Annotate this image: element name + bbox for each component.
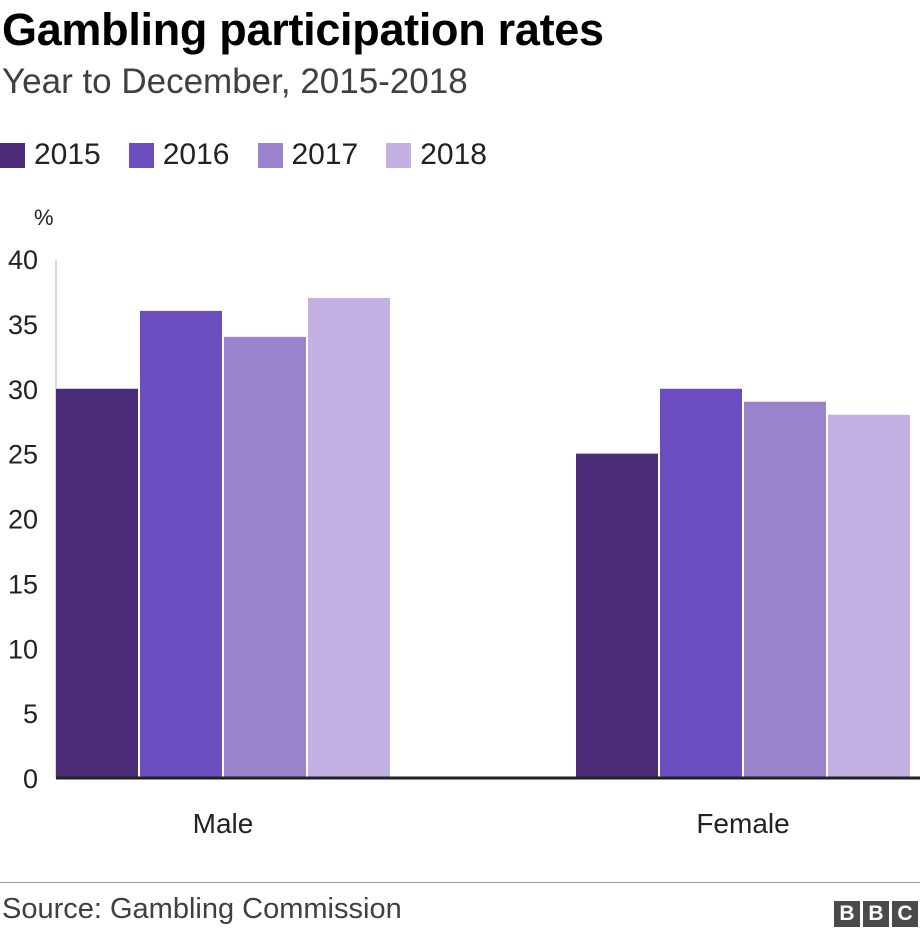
y-tick-label: 15 bbox=[8, 569, 38, 599]
y-tick-label: 30 bbox=[8, 375, 38, 405]
bar-female-2017 bbox=[744, 401, 826, 778]
legend-item-2015: 2015 bbox=[0, 138, 101, 172]
legend-label-2018: 2018 bbox=[420, 138, 487, 171]
y-tick-label: 40 bbox=[8, 245, 38, 275]
legend-swatch-2018 bbox=[386, 142, 412, 168]
y-tick-label: 25 bbox=[8, 440, 38, 470]
x-category-label: Female bbox=[696, 808, 789, 839]
y-tick-label: 35 bbox=[8, 310, 38, 340]
source-note: Source: Gambling Commission bbox=[2, 893, 402, 925]
bar-female-2015 bbox=[576, 453, 658, 778]
legend-label-2016: 2016 bbox=[162, 138, 230, 171]
legend-label-2017: 2017 bbox=[291, 138, 359, 171]
y-tick-label: 0 bbox=[23, 764, 38, 794]
chart-subtitle: Year to December, 2015-2018 bbox=[2, 62, 468, 101]
chart-title: Gambling participation rates bbox=[2, 4, 604, 55]
bar-male-2017 bbox=[224, 336, 306, 778]
legend-item-2016: 2016 bbox=[128, 138, 230, 172]
legend-swatch-2017 bbox=[257, 142, 283, 168]
legend-swatch-2016 bbox=[128, 142, 154, 168]
bbc-logo-block: B bbox=[834, 901, 860, 927]
x-category-label: Male bbox=[193, 808, 254, 839]
bbc-logo: B B C bbox=[831, 901, 918, 927]
y-tick-label: 20 bbox=[8, 505, 38, 535]
legend-swatch-2015 bbox=[0, 142, 25, 168]
y-tick-label: 5 bbox=[23, 699, 38, 729]
legend-item-2018: 2018 bbox=[386, 138, 487, 172]
bar-female-2016 bbox=[660, 388, 742, 778]
bbc-logo-block: C bbox=[892, 901, 918, 927]
legend: 2015 2016 2017 2018 bbox=[0, 135, 515, 175]
bar-chart: % 0 5 10 15 20 25 30 35 40 Male Female bbox=[8, 205, 920, 839]
bbc-logo-block: B bbox=[863, 901, 889, 927]
legend-label-2015: 2015 bbox=[34, 138, 101, 171]
y-axis-unit: % bbox=[34, 205, 54, 230]
y-tick-label: 10 bbox=[8, 634, 38, 664]
footer-divider bbox=[0, 882, 920, 883]
bar-male-2016 bbox=[140, 310, 222, 778]
bar-male-2015 bbox=[56, 388, 138, 778]
bar-male-2018 bbox=[308, 297, 390, 778]
legend-item-2017: 2017 bbox=[257, 138, 359, 172]
bar-female-2018 bbox=[828, 414, 910, 778]
